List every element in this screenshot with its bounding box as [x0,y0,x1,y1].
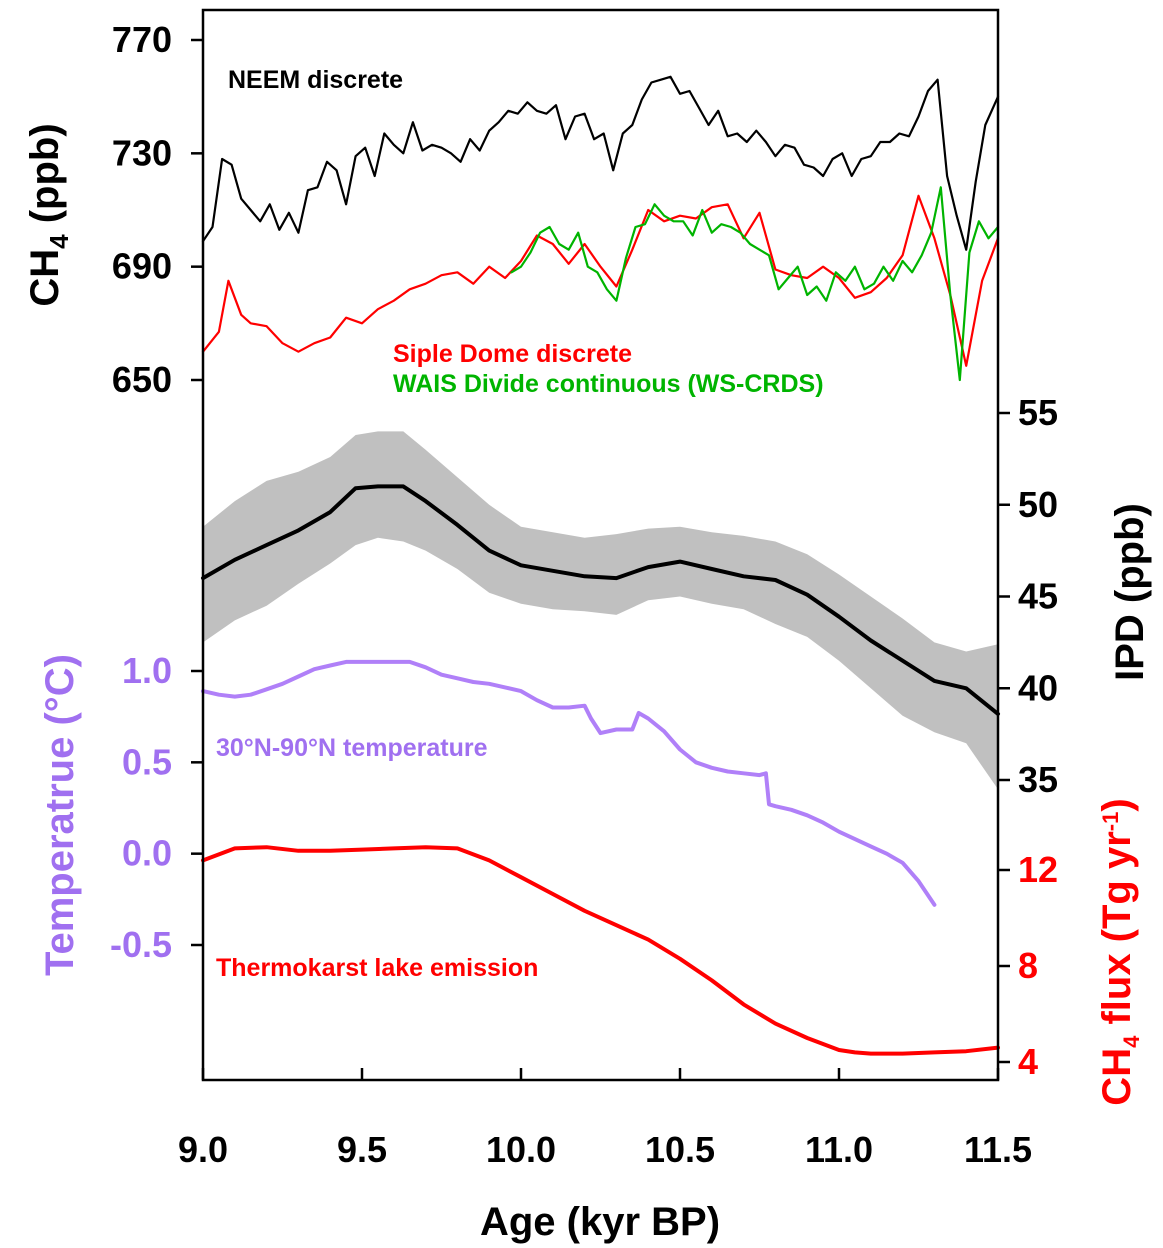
x-tick-label: 11.0 [805,1129,873,1170]
x-tick-label: 10.5 [645,1129,715,1170]
flux-axis-title-sup: -1 [1098,812,1123,832]
temperature-line [201,659,937,907]
ch4-axis-title: CH4 (ppb) [23,123,74,306]
flux-axis-title-tail: flux (Tg yr [1095,831,1139,1035]
x-tick-label: 10.0 [486,1129,556,1170]
temp-tick-label: 0.0 [122,833,172,874]
ipd-tick-label: 55 [1018,392,1058,433]
ch4-tick-label: 730 [112,132,172,173]
temp-tick-label: -0.5 [110,924,172,965]
series-label-siple: Siple Dome discrete [393,340,632,368]
flux-axis-title-main: CH [1095,1048,1139,1106]
ipd-tick-label: 35 [1018,759,1058,800]
ipd-tick-label: 40 [1018,667,1058,708]
x-tick-label: 9.5 [337,1129,387,1170]
ipd-line [201,484,1000,716]
series-label-wais: WAIS Divide continuous (WS-CRDS) [393,370,824,398]
flux-axis-title: CH4 flux (Tg yr-1) [1095,798,1144,1105]
ipd-tick-label: 50 [1018,484,1058,525]
series-label-neem: NEEM discrete [228,66,403,94]
x-tick-label: 11.5 [964,1129,1032,1170]
temp-tick-label: 1.0 [122,650,172,691]
temp-tick-label: 0.5 [122,741,172,782]
flux-tick-label: 4 [1018,1041,1038,1082]
ch4-tick-label: 770 [112,19,172,60]
plot-frame [201,8,1000,1082]
flux-axis-title-sub: 4 [1119,1035,1144,1048]
ch4-axis-title-tail: (ppb) [23,123,67,234]
series-layer [201,75,1000,1056]
ch4-axis-title-sub: 4 [44,234,74,249]
tick-layer: 9.0 9.5 10.0 10.5 11.0 11.5 770 730 690 650 1.0 0.5… [110,19,1058,1170]
thermokarst-flux-line [201,845,1000,1056]
siple-dome-line [201,194,1000,367]
flux-axis-title-close: ) [1095,798,1139,811]
flux-tick-label: 12 [1018,849,1058,890]
ch4-tick-label: 690 [112,246,172,287]
ipd-uncertainty-band [203,431,998,790]
wais-divide-line [510,186,1000,382]
ipd-tick-label: 45 [1018,576,1058,617]
ch4-tick-label: 650 [112,359,172,400]
ipd-axis-title: IPD (ppb) [1108,503,1152,681]
ch4-axis-title-main: CH [23,249,67,307]
series-label-thermokarst: Thermokarst lake emission [216,954,538,982]
neem-line [201,75,1000,251]
x-tick-label: 9.0 [178,1129,228,1170]
flux-tick-label: 8 [1018,945,1038,986]
x-axis-title: Age (kyr BP) [480,1200,720,1244]
series-label-temperature: 30°N-90°N temperature [216,734,488,762]
ipd-band-layer [203,431,998,790]
temperature-axis-title: Temperatrue (°C) [38,654,82,976]
